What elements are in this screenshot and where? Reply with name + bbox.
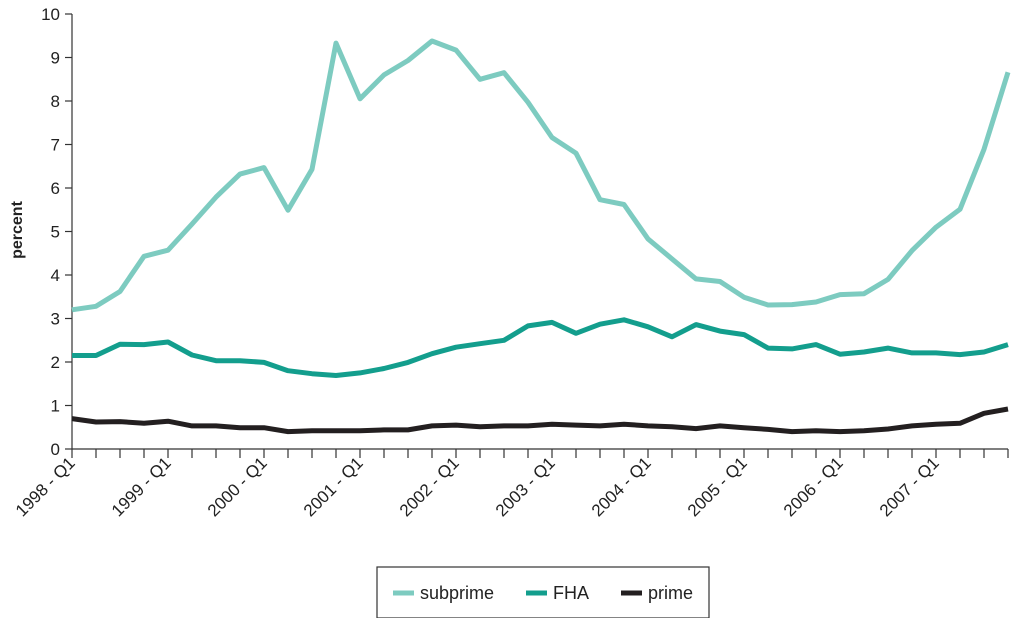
x-tick-label: 2004 - Q1 [588, 453, 655, 520]
x-tick-label: 1998 - Q1 [12, 453, 79, 520]
series-line-prime [71, 406, 1009, 435]
y-tick-label: 3 [51, 310, 60, 329]
legend-label-prime: prime [648, 583, 693, 603]
x-tick-label: 2001 - Q1 [300, 453, 367, 520]
x-tick-label: 2000 - Q1 [204, 453, 271, 520]
y-tick-label: 7 [51, 136, 60, 155]
x-tick-label: 1999 - Q1 [108, 453, 175, 520]
x-tick-label: 2002 - Q1 [396, 453, 463, 520]
x-tick-label: 2005 - Q1 [684, 453, 751, 520]
y-tick-label: 10 [41, 5, 60, 24]
y-tick-label: 0 [51, 440, 60, 459]
x-tick-label: 2003 - Q1 [492, 453, 559, 520]
y-tick-label: 1 [51, 397, 60, 416]
y-tick-label: 4 [51, 266, 60, 285]
x-axis: 1998 - Q1 1999 - Q1 2000 - Q1 2001 - Q1 2002… [12, 448, 1009, 520]
x-tick-label: 2006 - Q1 [780, 453, 847, 520]
series-lines [71, 38, 1011, 435]
legend: subprime FHA prime [376, 566, 710, 618]
y-axis: 0 1 2 3 4 5 6 7 8 9 10 [41, 5, 73, 459]
series-line-subprime [71, 38, 1011, 313]
legend-label-subprime: subprime [420, 583, 494, 603]
y-tick-label: 8 [51, 92, 60, 111]
y-axis-label: percent [9, 200, 26, 258]
series-line-fha [72, 317, 1009, 378]
y-tick-label: 5 [51, 223, 60, 242]
x-tick-label: 2007 - Q1 [876, 453, 943, 520]
y-tick-label: 9 [51, 49, 60, 68]
legend-label-fha: FHA [553, 583, 589, 603]
y-tick-label: 6 [51, 179, 60, 198]
y-tick-label: 2 [51, 353, 60, 372]
